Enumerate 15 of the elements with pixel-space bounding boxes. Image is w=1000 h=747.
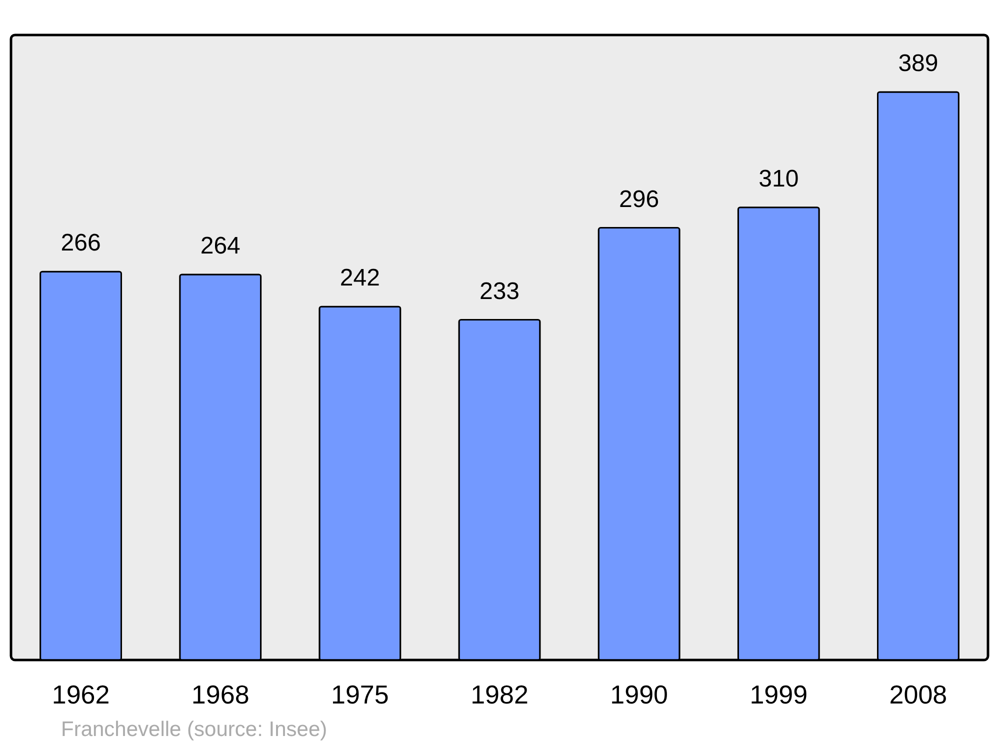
x-tick-label: 1968 <box>191 680 250 710</box>
data-label: 233 <box>479 278 520 305</box>
x-tick-label: 1962 <box>52 680 110 710</box>
x-tick-label: 1999 <box>750 680 808 710</box>
data-label: 310 <box>758 165 799 192</box>
x-tick-label: 2008 <box>889 680 948 710</box>
x-tick-label: 1975 <box>331 680 389 710</box>
text: Franchevelle (source: Insee) <box>61 718 328 741</box>
data-label: 264 <box>200 232 240 260</box>
data-label: 242 <box>340 264 380 292</box>
x-tick-label: 1982 <box>470 680 528 710</box>
data-label: 389 <box>898 50 938 77</box>
data-label: 266 <box>60 230 101 257</box>
x-tick-label: 1990 <box>610 680 668 710</box>
data-label: 296 <box>619 186 660 213</box>
